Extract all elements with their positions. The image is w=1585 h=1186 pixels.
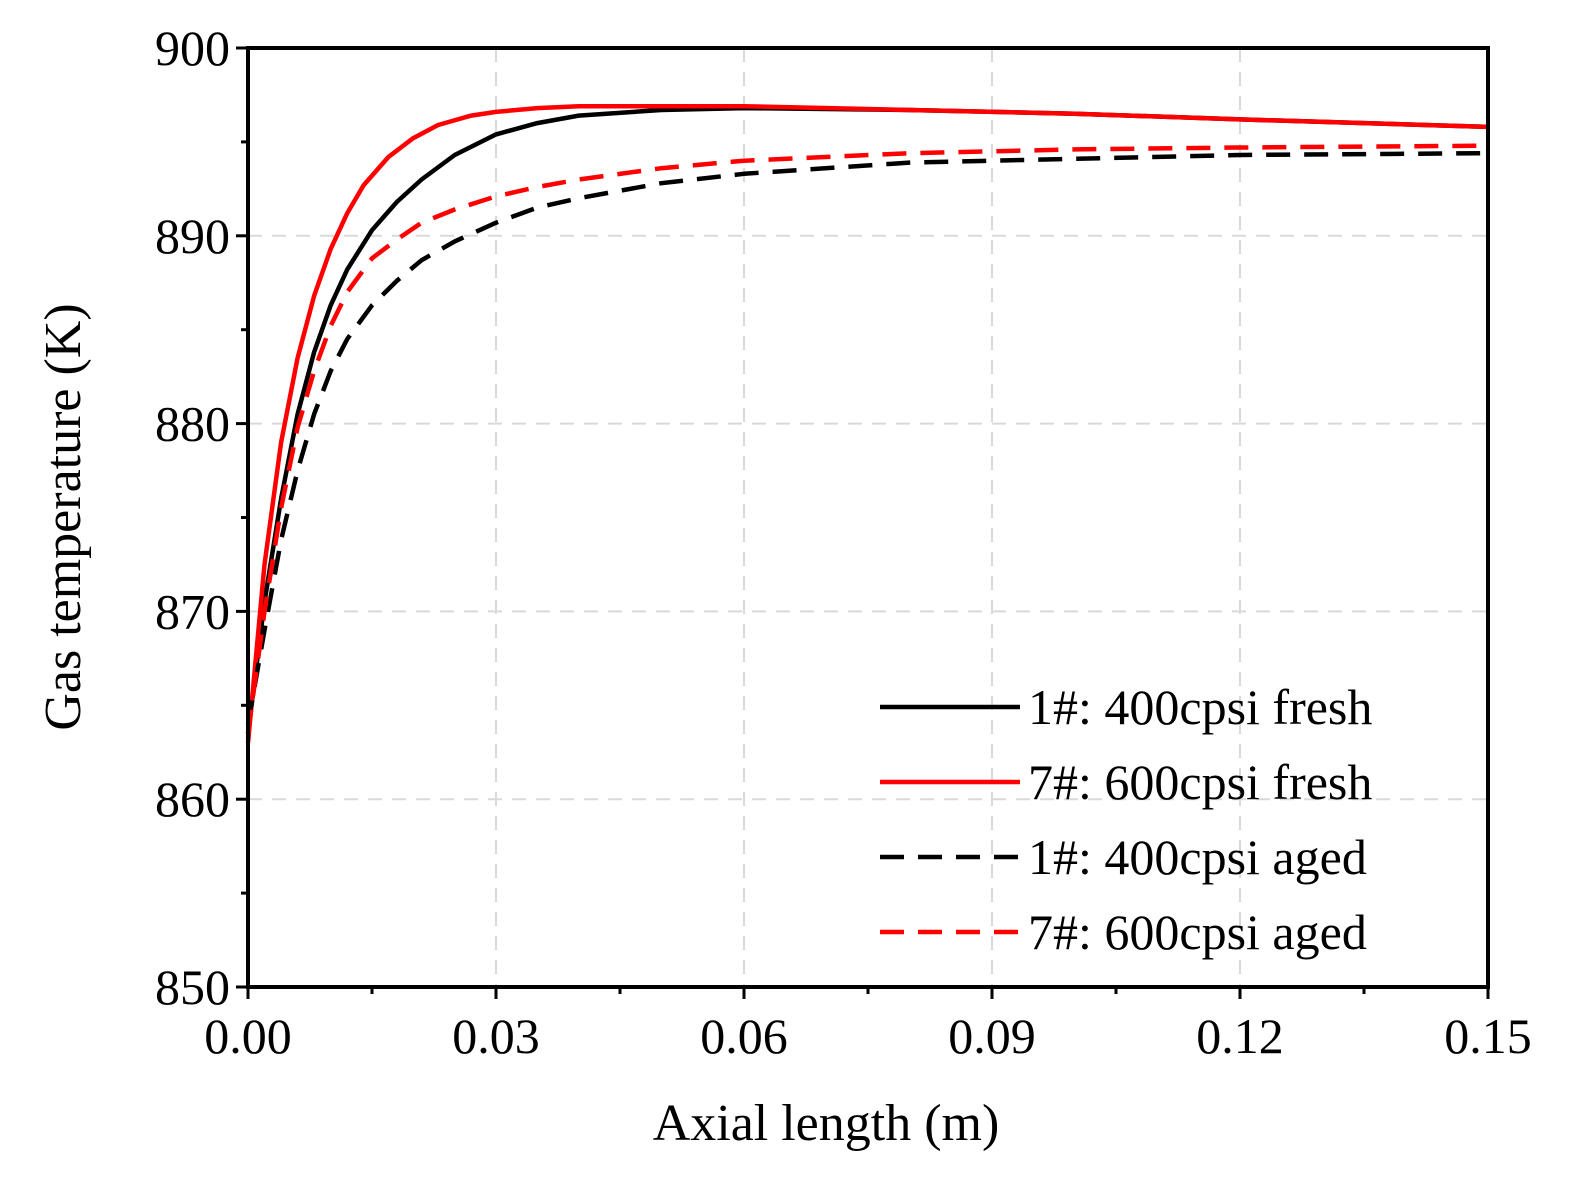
x-tick-label: 0.15: [1444, 1008, 1532, 1064]
legend-label: 1#: 400cpsi aged: [1028, 829, 1367, 885]
y-tick-label: 850: [155, 959, 230, 1015]
y-tick-label: 880: [155, 396, 230, 452]
series-line-1-400cpsi-aged: [245, 150, 1489, 725]
x-axis-title: Axial length (m): [653, 1095, 1000, 1152]
series-line-1-400cpsi-fresh: [245, 105, 1489, 734]
x-tick-label: 0.03: [452, 1008, 540, 1064]
x-tick-labels: 0.00 0.03 0.06 0.09 0.12 0.15: [204, 1008, 1532, 1064]
x-tick-label: 0.09: [948, 1008, 1036, 1064]
x-tick-label: 0.12: [1196, 1008, 1284, 1064]
series-line-7-600cpsi-fresh: [245, 103, 1489, 744]
series-lines: [245, 103, 1489, 744]
y-tick-labels: 850 860 870 880 890 900: [155, 20, 230, 1015]
y-tick-label: 870: [155, 583, 230, 639]
x-tick-label: 0.06: [700, 1008, 788, 1064]
y-tick-label: 890: [155, 208, 230, 264]
y-axis-title: Gas temperature (K): [35, 303, 92, 730]
axis-ticks: [236, 46, 1490, 999]
legend-label: 7#: 600cpsi fresh: [1028, 754, 1372, 810]
legend-label: 1#: 400cpsi fresh: [1028, 679, 1372, 735]
y-tick-label: 860: [155, 771, 230, 827]
x-tick-label: 0.00: [204, 1008, 292, 1064]
y-tick-label: 900: [155, 20, 230, 76]
series-line-7-600cpsi-aged: [245, 143, 1489, 734]
grid-lines: [248, 48, 1488, 987]
legend: 1#: 400cpsi fresh 7#: 600cpsi fresh 1#: 40…: [880, 679, 1372, 960]
legend-label: 7#: 600cpsi aged: [1028, 904, 1367, 960]
